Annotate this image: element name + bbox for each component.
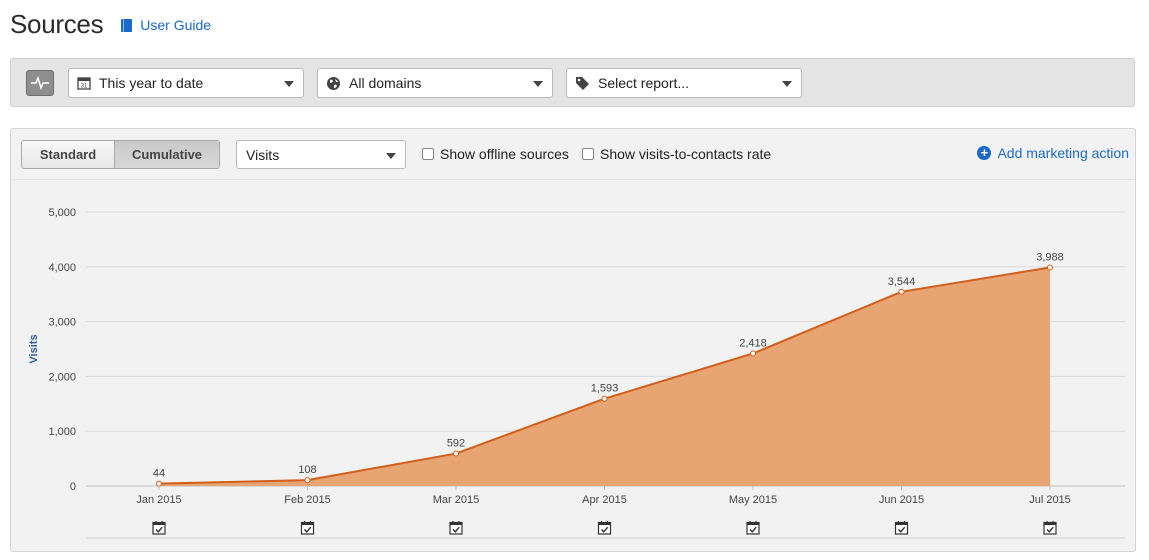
show-offline-checkbox[interactable]: Show offline sources bbox=[422, 146, 569, 162]
series-area bbox=[159, 267, 1050, 486]
user-guide-label: User Guide bbox=[140, 17, 212, 33]
calendar-check-icon[interactable] bbox=[746, 521, 760, 535]
svg-text:31: 31 bbox=[81, 84, 88, 90]
calendar-icon: 31 bbox=[77, 76, 91, 90]
metric-value: Visits bbox=[246, 146, 280, 163]
calendar-check-icon[interactable] bbox=[894, 521, 909, 535]
checkbox-box[interactable] bbox=[422, 148, 434, 160]
data-label: 592 bbox=[447, 438, 465, 450]
data-label: 108 bbox=[298, 464, 316, 476]
show-rate-checkbox[interactable]: Show visits-to-contacts rate bbox=[582, 146, 771, 162]
x-tick-label: Jul 2015 bbox=[1029, 494, 1071, 506]
filter-bar: 31 This year to date All domains Select … bbox=[10, 58, 1135, 107]
y-tick-label: 0 bbox=[70, 481, 76, 493]
checkbox-box[interactable] bbox=[582, 148, 594, 160]
calendar-check-icon[interactable] bbox=[597, 521, 612, 535]
add-marketing-action-button[interactable]: + Add marketing action bbox=[977, 145, 1129, 161]
y-tick-label: 2,000 bbox=[48, 371, 76, 383]
domain-select[interactable]: All domains bbox=[317, 68, 553, 98]
calendar-check-icon[interactable] bbox=[152, 521, 166, 535]
globe-icon bbox=[326, 76, 341, 91]
calendar-check-icon[interactable] bbox=[1043, 521, 1057, 535]
y-tick-label: 4,000 bbox=[48, 262, 76, 274]
data-point bbox=[1047, 264, 1053, 271]
chevron-down-icon bbox=[782, 81, 792, 87]
visits-area-chart: 0 1,000 2,000 3,000 4,000 5,000 Visits 44 108 592… bbox=[28, 207, 1125, 539]
data-point bbox=[304, 477, 311, 484]
data-label: 3,544 bbox=[888, 276, 916, 288]
standard-mode-button[interactable]: Standard bbox=[22, 141, 115, 168]
chevron-down-icon bbox=[284, 81, 294, 87]
x-tick-label: Jan 2015 bbox=[136, 494, 181, 506]
y-tick-label: 5,000 bbox=[48, 207, 76, 219]
chevron-down-icon bbox=[533, 81, 543, 87]
calendar-check-icon[interactable] bbox=[300, 521, 315, 535]
chart-toolbar: Standard Cumulative Visits Show offline … bbox=[11, 129, 1135, 180]
date-range-select[interactable]: 31 This year to date bbox=[68, 68, 304, 98]
x-tick-label: Mar 2015 bbox=[433, 494, 479, 506]
x-tick-label: May 2015 bbox=[729, 494, 777, 506]
report-value: Select report... bbox=[598, 75, 690, 91]
book-icon bbox=[121, 18, 133, 32]
data-label: 2,418 bbox=[739, 337, 767, 349]
user-guide-link[interactable]: User Guide bbox=[121, 17, 211, 33]
view-mode-toggle: Standard Cumulative bbox=[21, 140, 220, 169]
report-select[interactable]: Select report... bbox=[566, 68, 802, 98]
x-tick-label: Feb 2015 bbox=[284, 494, 330, 506]
cumulative-mode-button[interactable]: Cumulative bbox=[115, 141, 219, 168]
data-point bbox=[156, 480, 162, 487]
data-point bbox=[453, 450, 459, 457]
page-title: Sources bbox=[10, 8, 104, 39]
x-tick-label: Jun 2015 bbox=[879, 494, 924, 506]
data-point bbox=[898, 288, 905, 295]
chevron-down-icon bbox=[386, 153, 396, 159]
plus-circle-icon: + bbox=[977, 146, 992, 160]
date-range-value: This year to date bbox=[99, 75, 204, 91]
tag-icon bbox=[575, 76, 590, 91]
metric-select[interactable]: Visits bbox=[236, 140, 406, 169]
pulse-toggle-button[interactable] bbox=[26, 70, 54, 96]
data-point bbox=[750, 350, 756, 357]
data-label: 1,593 bbox=[591, 383, 619, 395]
chart-panel: Standard Cumulative Visits Show offline … bbox=[10, 128, 1136, 552]
data-label: 44 bbox=[153, 468, 165, 480]
pulse-icon bbox=[31, 76, 49, 90]
domain-value: All domains bbox=[349, 75, 422, 91]
y-tick-label: 1,000 bbox=[48, 426, 76, 438]
data-point bbox=[601, 395, 608, 402]
show-rate-label: Show visits-to-contacts rate bbox=[600, 146, 772, 162]
x-tick-label: Apr 2015 bbox=[582, 494, 627, 506]
data-label: 3,988 bbox=[1036, 251, 1064, 263]
y-axis-title: Visits bbox=[28, 334, 40, 363]
calendar-check-icon[interactable] bbox=[449, 521, 463, 535]
add-marketing-action-label: Add marketing action bbox=[997, 145, 1129, 161]
show-offline-label: Show offline sources bbox=[440, 146, 569, 162]
page-header: Sources User Guide bbox=[10, 6, 211, 42]
y-tick-label: 3,000 bbox=[48, 317, 76, 329]
